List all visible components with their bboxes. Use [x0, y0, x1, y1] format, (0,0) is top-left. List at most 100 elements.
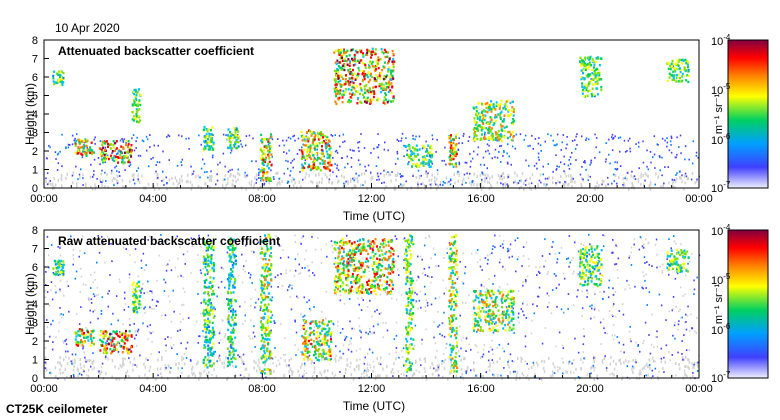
backscatter-cell: [670, 144, 672, 146]
backscatter-cell: [612, 287, 614, 290]
cloud-cell: [337, 77, 340, 80]
cloud-cell: [263, 172, 265, 175]
cloud-cell: [122, 340, 125, 343]
noise-cell: [257, 187, 259, 191]
cloud-cell: [482, 117, 485, 120]
backscatter-cell: [582, 361, 584, 364]
cloud-cell: [351, 48, 354, 51]
backscatter-cell: [524, 335, 527, 338]
noise-cell: [450, 371, 452, 375]
noise-cell: [528, 182, 530, 186]
cloud-cell: [209, 133, 212, 136]
backscatter-cell: [355, 172, 357, 175]
backscatter-cell: [277, 274, 279, 277]
noise-cell: [570, 174, 572, 178]
cloud-cell: [406, 153, 409, 156]
cloud-cell: [687, 80, 690, 84]
cloud-cell: [100, 149, 103, 152]
backscatter-cell: [572, 257, 574, 259]
backscatter-cell: [287, 180, 290, 183]
backscatter-cell: [199, 269, 202, 272]
noise-cell: [602, 179, 605, 183]
cloud-cell: [105, 156, 108, 159]
backscatter-cell: [585, 139, 587, 141]
cloud-cell: [497, 138, 500, 141]
backscatter-cell: [451, 280, 454, 282]
backscatter-cell: [612, 251, 614, 254]
cloud-cell: [77, 344, 80, 347]
cloud-cell: [264, 160, 266, 164]
cloud-cell: [139, 119, 142, 122]
noise-cell: [389, 173, 392, 177]
cloud-cell: [90, 341, 93, 344]
backscatter-cell: [185, 137, 187, 140]
cloud-cell: [212, 328, 215, 332]
backscatter-cell: [586, 289, 588, 292]
backscatter-cell: [538, 286, 541, 289]
cloud-cell: [204, 302, 207, 305]
backscatter-cell: [383, 169, 385, 172]
backscatter-cell: [302, 178, 304, 181]
backscatter-cell: [136, 136, 138, 139]
noise-cell: [366, 362, 369, 366]
backscatter-cell: [125, 142, 127, 144]
cloud-cell: [376, 76, 379, 79]
cloud-cell: [227, 146, 230, 150]
noise-cell: [523, 188, 525, 191]
backscatter-cell: [572, 272, 574, 275]
cloud-cell: [375, 59, 378, 62]
backscatter-cell: [88, 297, 90, 299]
cloud-cell: [265, 178, 268, 181]
noise-cell: [489, 364, 491, 368]
noise-cell: [238, 173, 241, 177]
backscatter-cell: [537, 142, 540, 145]
noise-cell: [201, 359, 204, 363]
cloud-cell: [306, 148, 309, 151]
backscatter-cell: [248, 134, 251, 137]
cloud-cell: [424, 150, 427, 153]
noise-cell: [234, 373, 237, 377]
cloud-cell: [384, 55, 387, 59]
cloud-cell: [205, 308, 208, 312]
noise-cell: [64, 368, 66, 372]
cloud-cell: [301, 169, 304, 172]
backscatter-cell: [332, 323, 335, 326]
noise-cell: [164, 367, 167, 371]
backscatter-cell: [465, 161, 468, 164]
cloud-cell: [481, 116, 483, 119]
cloud-cell: [93, 342, 95, 346]
cloud-cell: [81, 340, 84, 343]
backscatter-cell: [568, 159, 570, 161]
noise-cell: [630, 174, 633, 178]
cloud-cell: [588, 89, 591, 92]
backscatter-cell: [573, 304, 575, 307]
cloud-cell: [488, 131, 491, 134]
cloud-cell: [339, 85, 342, 88]
cloud-cell: [354, 63, 357, 66]
cloud-cell: [121, 156, 124, 159]
backscatter-cell: [280, 323, 282, 326]
backscatter-cell: [507, 343, 510, 345]
backscatter-cell: [622, 343, 625, 346]
backscatter-cell: [332, 251, 334, 254]
backscatter-cell: [46, 183, 49, 186]
backscatter-cell: [481, 298, 483, 301]
backscatter-cell: [403, 259, 405, 261]
noise-cell: [156, 183, 159, 186]
cloud-cell: [75, 335, 78, 338]
cloud-cell: [354, 78, 357, 81]
backscatter-cell: [158, 351, 160, 354]
noise-cell: [520, 359, 522, 363]
cloud-cell: [666, 79, 669, 82]
backscatter-cell: [491, 359, 493, 361]
backscatter-cell: [647, 242, 649, 245]
backscatter-cell: [65, 338, 67, 341]
cloud-cell: [480, 129, 483, 132]
backscatter-cell: [633, 175, 636, 178]
backscatter-cell: [401, 137, 403, 140]
backscatter-cell: [498, 151, 500, 153]
backscatter-cell: [344, 166, 346, 169]
backscatter-cell: [585, 137, 588, 140]
backscatter-cell: [471, 157, 474, 160]
noise-cell: [351, 187, 353, 191]
